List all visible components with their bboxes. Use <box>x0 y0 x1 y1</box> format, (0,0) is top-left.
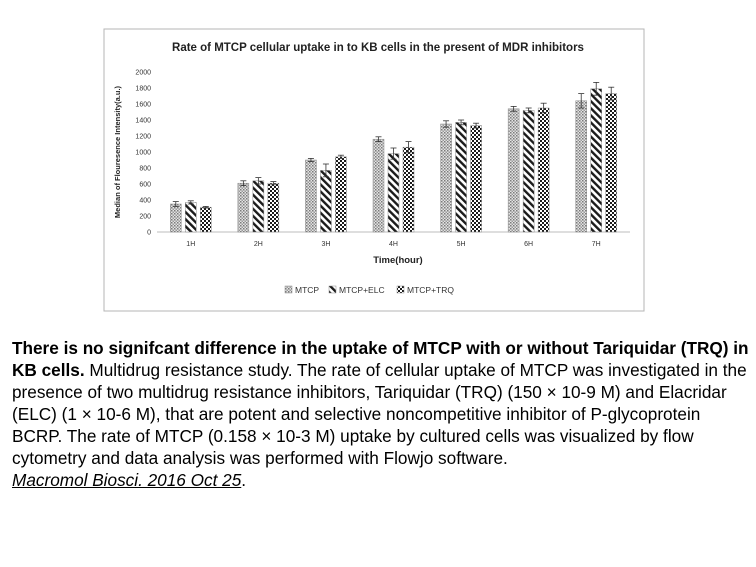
error-bar <box>473 122 480 129</box>
chart-title: Rate of MTCP cellular uptake in to KB ce… <box>172 42 584 54</box>
x-axis-label: Time(hour) <box>373 255 422 266</box>
y-tick-label: 0 <box>147 230 151 237</box>
x-tick-label: 6H <box>524 241 533 248</box>
error-bar <box>578 93 585 109</box>
error-bar <box>270 181 277 186</box>
error-bar <box>187 200 194 205</box>
bar-mtcp-elc-1h <box>185 202 197 233</box>
error-bar <box>510 106 517 112</box>
bar-mtcp-6h <box>507 108 520 233</box>
legend-label: MTCP+ELC <box>339 285 385 295</box>
legend-swatch <box>284 285 293 294</box>
y-axis-ticks: 0 200 400 600 800 1000 1200 1400 1600 1800 2000 <box>135 70 151 237</box>
bar-mtcp-4h <box>372 138 385 233</box>
y-tick-label: 200 <box>139 214 151 221</box>
legend-swatch <box>328 285 337 294</box>
y-tick-label: 1400 <box>135 118 151 125</box>
bar-groups <box>170 82 617 233</box>
error-bar <box>202 205 209 209</box>
x-tick-label: 3H <box>321 241 330 248</box>
error-bar <box>337 154 344 159</box>
citation-link[interactable]: Macromol Biosci. 2016 Oct 25 <box>12 470 242 490</box>
bar-mtcp-elc-3h <box>320 170 332 233</box>
y-tick-label: 800 <box>139 166 151 173</box>
bar-mtcp-1h <box>170 203 182 233</box>
bar-mtcp-trq-1h <box>200 206 212 233</box>
bar-mtcp-2h <box>237 182 250 233</box>
bar-mtcp-elc-5h <box>455 122 467 233</box>
bar-mtcp-trq-6h <box>537 107 550 233</box>
error-bar <box>443 120 450 128</box>
legend-label: MTCP+TRQ <box>407 285 454 295</box>
y-tick-label: 600 <box>139 182 151 189</box>
x-tick-label: 1H <box>186 241 195 248</box>
error-bar <box>405 141 412 154</box>
x-axis-ticks: 1H 2H 3H 4H 5H 6H 7H <box>186 241 600 248</box>
legend-item: MTCP+ELC <box>328 285 385 295</box>
error-bar <box>322 163 329 178</box>
legend-swatch <box>396 285 405 294</box>
error-bar <box>593 82 600 96</box>
bar-mtcp-trq-5h <box>470 125 482 233</box>
figure-caption: There is no signifcant difference in the… <box>12 337 750 491</box>
y-tick-label: 1800 <box>135 86 151 93</box>
citation-end: . <box>241 470 247 490</box>
error-bar <box>307 157 314 163</box>
error-bar <box>172 201 179 207</box>
error-bar <box>525 107 532 114</box>
y-tick-label: 1200 <box>135 134 151 141</box>
y-tick-label: 1000 <box>135 150 151 157</box>
x-tick-label: 5H <box>457 241 466 248</box>
bar-mtcp-trq-2h <box>267 182 280 233</box>
x-tick-label: 4H <box>389 241 398 248</box>
y-tick-label: 2000 <box>135 70 151 77</box>
bar-mtcp-7h <box>575 100 587 233</box>
chart-legend: MTCP MTCP+ELC MTCP+TRQ <box>284 285 454 295</box>
bar-mtcp-trq-7h <box>605 93 617 233</box>
x-tick-label: 7H <box>592 241 601 248</box>
y-axis-label: Median of Flouresence Intensity(a.u.) <box>113 85 122 218</box>
caption-body: Multidrug resistance study. The rate of … <box>12 360 747 468</box>
bar-mtcp-trq-4h <box>402 146 415 233</box>
bar-mtcp-elc-7h <box>590 88 602 233</box>
legend-label: MTCP <box>295 285 319 295</box>
chart-figure: Rate of MTCP cellular uptake in to KB ce… <box>103 28 645 312</box>
error-bar <box>375 136 382 143</box>
error-bar <box>240 180 247 187</box>
bar-mtcp-5h <box>440 123 452 233</box>
y-tick-label: 400 <box>139 198 151 205</box>
error-bar <box>608 86 615 101</box>
bar-mtcp-elc-4h <box>387 153 400 233</box>
y-tick-label: 1600 <box>135 102 151 109</box>
legend-item: MTCP <box>284 285 319 295</box>
bar-mtcp-elc-6h <box>522 110 535 233</box>
error-bar <box>390 147 397 160</box>
bar-mtcp-3h <box>305 159 317 233</box>
bar-mtcp-trq-3h <box>335 156 347 233</box>
bar-mtcp-elc-2h <box>252 180 265 233</box>
x-tick-label: 2H <box>254 241 263 248</box>
legend-item: MTCP+TRQ <box>396 285 454 295</box>
caption-lead: There is no signifcant difference in the… <box>12 338 749 380</box>
error-bar <box>255 177 262 185</box>
error-bar <box>458 119 465 126</box>
error-bar <box>540 102 547 114</box>
